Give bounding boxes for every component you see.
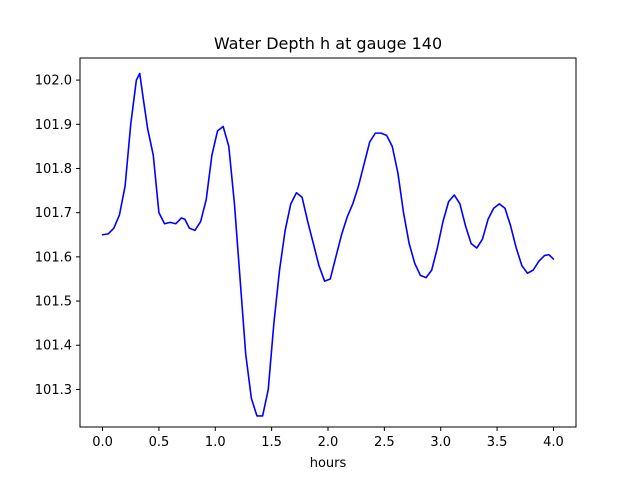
x-tick-label: 2.0 bbox=[318, 435, 339, 450]
data-layer bbox=[101, 72, 555, 417]
x-axis-ticks: 0.0 0.5 1.0 1.5 2.0 2.5 3.0 3.5 4.0 bbox=[92, 427, 564, 450]
plot-frame bbox=[79, 57, 577, 428]
y-tick-label: 102.0 bbox=[35, 74, 72, 89]
x-tick-label: 1.0 bbox=[205, 435, 226, 450]
y-tick-label: 101.5 bbox=[35, 295, 72, 310]
x-tick-label: 3.5 bbox=[487, 435, 508, 450]
y-tick-label: 101.4 bbox=[35, 339, 72, 354]
y-tick-label: 101.3 bbox=[35, 383, 72, 398]
y-tick-label: 101.8 bbox=[35, 162, 72, 177]
chart-title: Water Depth h at gauge 140 bbox=[214, 34, 442, 53]
x-tick-label: 3.0 bbox=[430, 435, 451, 450]
x-tick-label: 2.5 bbox=[374, 435, 395, 450]
x-tick-label: 0.0 bbox=[92, 435, 113, 450]
x-tick-label: 1.5 bbox=[261, 435, 282, 450]
y-axis-ticks: 101.3 101.4 101.5 101.6 101.7 101.8 101.9 102.0 bbox=[35, 74, 80, 398]
y-tick-label: 101.6 bbox=[35, 250, 72, 265]
series-line-0 bbox=[101, 72, 555, 417]
x-tick-label: 4.0 bbox=[543, 435, 564, 450]
x-tick-label: 0.5 bbox=[149, 435, 170, 450]
y-tick-label: 101.9 bbox=[35, 118, 72, 133]
x-axis-title: hours bbox=[310, 456, 347, 471]
y-tick-label: 101.7 bbox=[35, 206, 72, 221]
